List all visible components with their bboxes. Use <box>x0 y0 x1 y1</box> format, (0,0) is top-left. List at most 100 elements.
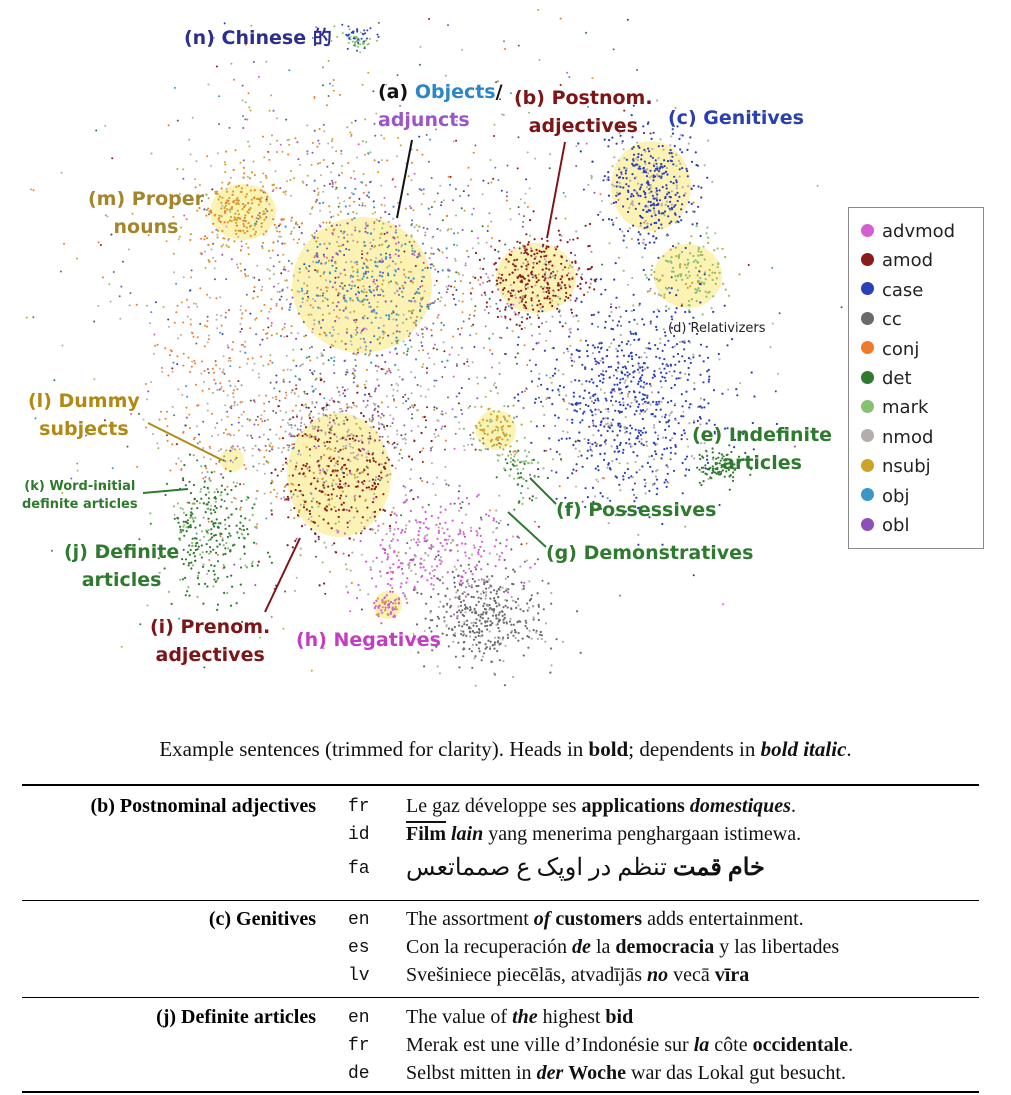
scatter-point <box>278 390 281 393</box>
scatter-point <box>266 268 269 271</box>
scatter-point <box>321 407 324 410</box>
scatter-point <box>627 210 630 214</box>
scatter-point <box>394 269 397 272</box>
scatter-point <box>538 58 541 61</box>
scatter-point <box>502 288 505 291</box>
scatter-point <box>427 554 430 557</box>
scatter-point <box>675 255 678 258</box>
scatter-point <box>359 589 362 591</box>
scatter-point <box>291 409 294 412</box>
scatter-point <box>282 253 285 256</box>
scatter-point <box>579 287 582 290</box>
scatter-point <box>638 468 641 471</box>
scatter-point <box>624 169 628 172</box>
scatter-point <box>649 169 652 172</box>
scatter-point <box>216 229 220 232</box>
scatter-point <box>220 418 223 421</box>
scatter-point <box>660 223 663 226</box>
scatter-point <box>171 370 174 373</box>
scatter-point <box>208 387 211 390</box>
scatter-point <box>421 461 424 463</box>
scatter-point <box>655 408 658 411</box>
scatter-point <box>652 164 656 168</box>
scatter-point <box>305 406 308 409</box>
scatter-point <box>435 128 437 131</box>
scatter-point <box>428 626 431 629</box>
scatter-point <box>556 270 559 273</box>
scatter-point <box>442 341 445 344</box>
scatter-point <box>570 311 574 314</box>
scatter-point <box>369 247 372 251</box>
scatter-point <box>530 299 533 302</box>
scatter-point <box>237 184 240 188</box>
scatter-point <box>385 474 388 478</box>
scatter-point <box>329 82 331 85</box>
scatter-point <box>637 365 641 368</box>
scatter-point <box>569 331 572 334</box>
scatter-point <box>476 590 479 593</box>
scatter-point <box>692 574 695 577</box>
scatter-point <box>657 218 660 221</box>
scatter-point <box>578 439 581 443</box>
scatter-point <box>337 213 340 216</box>
scatter-point <box>592 434 595 437</box>
scatter-point <box>701 253 704 257</box>
scatter-point <box>525 388 528 390</box>
scatter-point <box>318 584 321 587</box>
scatter-point <box>698 289 702 292</box>
scatter-point <box>597 469 600 472</box>
scatter-point <box>178 235 181 238</box>
scatter-point <box>676 289 680 292</box>
scatter-point <box>352 170 355 173</box>
scatter-point <box>429 138 432 141</box>
scatter-point <box>318 429 322 432</box>
scatter-point <box>390 342 393 345</box>
scatter-point <box>593 288 596 291</box>
scatter-point <box>669 458 672 461</box>
scatter-point <box>697 279 700 282</box>
scatter-point <box>526 151 529 154</box>
scatter-point <box>670 326 674 329</box>
scatter-point <box>189 371 192 373</box>
scatter-point <box>561 268 565 271</box>
scatter-point <box>638 391 641 394</box>
scatter-point <box>649 132 652 135</box>
scatter-point <box>330 40 333 42</box>
scatter-point <box>565 291 568 295</box>
scatter-point <box>619 392 622 395</box>
scatter-point <box>333 433 336 436</box>
scatter-point <box>353 217 356 220</box>
scatter-point <box>489 349 491 352</box>
scatter-point <box>308 417 312 420</box>
scatter-point <box>426 527 429 530</box>
scatter-point <box>275 495 278 498</box>
scatter-point <box>491 290 494 293</box>
scatter-point <box>353 261 356 264</box>
scatter-point <box>687 201 691 204</box>
scatter-point <box>625 367 628 370</box>
scatter-point <box>615 216 618 220</box>
scatter-point <box>623 166 626 169</box>
scatter-point <box>345 306 348 309</box>
scatter-point <box>686 263 689 267</box>
scatter-point <box>350 506 353 509</box>
scatter-point <box>683 432 686 435</box>
scatter-point <box>578 395 581 398</box>
scatter-point <box>413 240 416 243</box>
scatter-point <box>310 207 313 210</box>
scatter-point <box>497 617 500 620</box>
scatter-point <box>643 247 647 250</box>
scatter-point <box>394 281 397 284</box>
scatter-point <box>237 416 240 419</box>
scatter-point <box>369 232 373 235</box>
scatter-point <box>685 390 688 393</box>
scatter-point <box>617 361 620 364</box>
scatter-point <box>346 289 349 293</box>
scatter-point <box>378 475 381 478</box>
scatter-point <box>226 485 229 488</box>
scatter-point <box>604 288 607 291</box>
scatter-point <box>492 611 495 614</box>
scatter-point <box>534 284 537 287</box>
scatter-point <box>718 271 721 274</box>
scatter-point <box>637 382 640 386</box>
